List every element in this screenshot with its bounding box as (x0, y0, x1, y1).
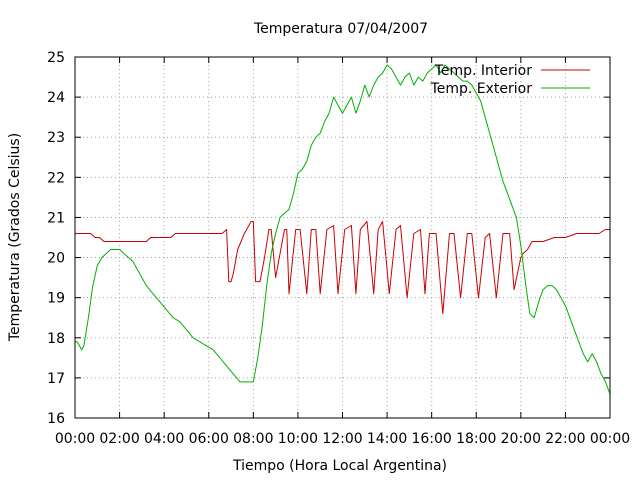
y-tick-label: 18 (47, 331, 65, 347)
x-tick-labels: 00:00 02:00 04:00 06:00 08:00 10:00 12:00 14:00… (55, 431, 630, 447)
series-lines (75, 64, 611, 395)
legend-label-exterior: Temp. Exterior (430, 81, 533, 97)
y-tick-label: 23 (47, 130, 65, 146)
y-tick-label: 24 (47, 90, 65, 106)
x-tick-label: 10:00 (278, 431, 318, 447)
y-tick-label: 16 (47, 411, 65, 427)
y-tick-label: 25 (47, 50, 65, 66)
x-tick-label: 22:00 (545, 431, 585, 447)
x-tick-label: 16:00 (411, 431, 451, 447)
series-line-exterior (75, 64, 611, 395)
grid (75, 57, 610, 418)
chart-title: Temperatura 07/04/2007 (253, 21, 428, 37)
x-tick-label: 12:00 (322, 431, 362, 447)
x-axis-label: Tiempo (Hora Local Argentina) (232, 458, 447, 474)
y-tick-label: 17 (47, 371, 65, 387)
y-tick-label: 22 (47, 170, 65, 186)
y-tick-labels: 16 17 18 19 20 21 22 23 24 25 (47, 50, 65, 427)
y-axis-label: Temperatura (Grados Celsius) (7, 133, 23, 342)
axis-ticks (74, 56, 611, 419)
x-tick-label: 20:00 (501, 431, 541, 447)
series-line-interior (75, 221, 610, 315)
y-tick-label: 19 (47, 291, 65, 307)
x-tick-label: 18:00 (456, 431, 496, 447)
x-tick-label: 14:00 (367, 431, 407, 447)
x-tick-label: 06:00 (189, 431, 229, 447)
y-tick-label: 20 (47, 251, 65, 267)
legend-label-interior: Temp. Interior (434, 63, 533, 79)
legend: Temp. Interior Temp. Exterior (430, 63, 590, 97)
x-tick-label: 08:00 (233, 431, 273, 447)
x-tick-label: 04:00 (144, 431, 184, 447)
x-tick-label: 02:00 (99, 431, 139, 447)
x-tick-label: 00:00 (590, 431, 630, 447)
x-tick-label: 00:00 (55, 431, 95, 447)
y-tick-label: 21 (47, 210, 65, 226)
